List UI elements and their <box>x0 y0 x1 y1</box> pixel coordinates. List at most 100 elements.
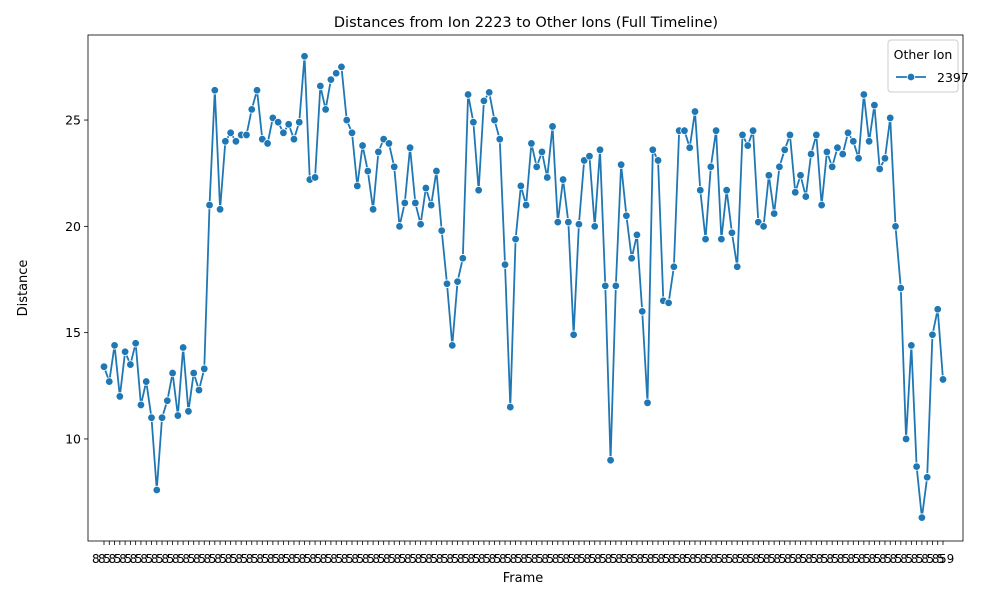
data-point <box>711 126 721 135</box>
data-point <box>843 128 853 137</box>
data-point <box>284 120 293 129</box>
x-tick-label: 5 <box>124 552 132 566</box>
x-tick-label: 5 <box>884 552 892 566</box>
x-tick-label: 8 <box>277 552 285 566</box>
data-point <box>469 117 478 127</box>
data-point <box>543 173 552 182</box>
data-point <box>917 513 927 522</box>
x-tick-label: 5 <box>167 552 175 566</box>
x-tick-label: 5 <box>504 552 512 566</box>
data-point <box>426 200 436 210</box>
x-tick-label: 8 <box>425 552 433 566</box>
x-tick-label: 5 <box>367 552 375 566</box>
x-axis: 8585858585858585858585858585858585858585… <box>92 541 954 566</box>
data-point <box>558 175 568 184</box>
y-tick-label: 25 <box>65 113 81 128</box>
x-tick-label: 8 <box>678 552 686 566</box>
x-tick-label: 8 <box>837 552 845 566</box>
x-tick-label: 5 <box>926 552 934 566</box>
x-tick-label: 5 <box>515 552 523 566</box>
x-tick-label: 5 <box>346 552 354 566</box>
x-tick-label: 8 <box>415 552 423 566</box>
data-point <box>907 341 916 350</box>
x-tick-label: 8 <box>488 552 496 566</box>
data-point <box>648 145 657 155</box>
x-tick-label: 8 <box>847 552 855 566</box>
data-point <box>859 90 869 99</box>
data-point <box>912 462 921 471</box>
data-point <box>748 126 758 135</box>
data-point <box>458 254 468 263</box>
x-tick-label: 5 <box>399 552 407 566</box>
x-tick-label: 5 <box>335 552 343 566</box>
data-point <box>738 130 747 140</box>
data-point <box>706 162 716 172</box>
data-point <box>527 139 536 148</box>
x-tick-label: 8 <box>573 552 581 566</box>
data-point <box>400 198 409 208</box>
data-point <box>432 166 441 176</box>
data-point <box>733 262 742 271</box>
y-tick-label: 10 <box>65 431 81 446</box>
x-tick-label: 5 <box>547 552 555 566</box>
x-tick-label: 8 <box>868 552 876 566</box>
data-point <box>231 137 241 146</box>
data-point <box>337 62 346 72</box>
x-tick-label: 5 <box>272 552 280 566</box>
x-tick-label: 5 <box>177 552 185 566</box>
data-point <box>390 162 399 172</box>
data-point <box>785 130 795 140</box>
x-tick-label: 5 <box>758 552 766 566</box>
x-tick-label: 5 <box>642 552 650 566</box>
x-tick-label: 5 <box>293 552 301 566</box>
data-point <box>901 434 911 444</box>
x-tick-label: 5 <box>842 552 850 566</box>
data-point <box>643 398 652 408</box>
data-point <box>701 234 710 244</box>
x-tick-label: 5 <box>937 552 945 566</box>
data-point <box>242 130 251 140</box>
data-point <box>511 234 520 244</box>
data-point <box>743 141 752 150</box>
x-tick-label: 8 <box>182 552 190 566</box>
data-point <box>490 115 499 125</box>
x-tick-label: 8 <box>626 552 634 566</box>
x-tick-label: 8 <box>583 552 591 566</box>
data-point <box>463 90 473 99</box>
series-line-2397 <box>103 55 944 519</box>
data-point <box>616 160 626 169</box>
data-point <box>168 368 177 378</box>
x-tick-label: 8 <box>647 552 655 566</box>
data-point <box>532 162 541 172</box>
x-tick-label: 8 <box>436 552 444 566</box>
data-point <box>759 222 768 231</box>
data-point <box>928 330 937 339</box>
x-tick-label: 8 <box>204 552 212 566</box>
x-tick-label: 5 <box>420 552 428 566</box>
data-point <box>353 181 362 191</box>
x-tick-label: 5 <box>304 552 312 566</box>
x-tick-label: 5 <box>652 552 660 566</box>
x-tick-label: 8 <box>320 552 328 566</box>
x-tick-label: 8 <box>784 552 792 566</box>
data-point <box>780 145 789 155</box>
data-point <box>152 485 161 495</box>
x-tick-label: 8 <box>921 552 929 566</box>
y-axis: 10 15 20 25 <box>65 113 88 446</box>
data-point <box>147 413 156 422</box>
data-point <box>849 137 858 146</box>
x-tick-label: 8 <box>341 552 349 566</box>
data-point <box>537 147 547 157</box>
x-tick-label: 8 <box>130 552 138 566</box>
x-tick-label: 5 <box>483 552 491 566</box>
data-point <box>938 375 948 384</box>
x-tick-label: 5 <box>663 552 671 566</box>
data-point <box>178 343 188 352</box>
data-point <box>358 141 367 150</box>
x-tick-label: 5 <box>103 552 111 566</box>
x-tick-label: 5 <box>736 552 744 566</box>
x-tick-label: 8 <box>193 552 201 566</box>
data-point <box>215 205 225 214</box>
data-point <box>690 107 700 116</box>
x-tick-label: 8 <box>478 552 486 566</box>
